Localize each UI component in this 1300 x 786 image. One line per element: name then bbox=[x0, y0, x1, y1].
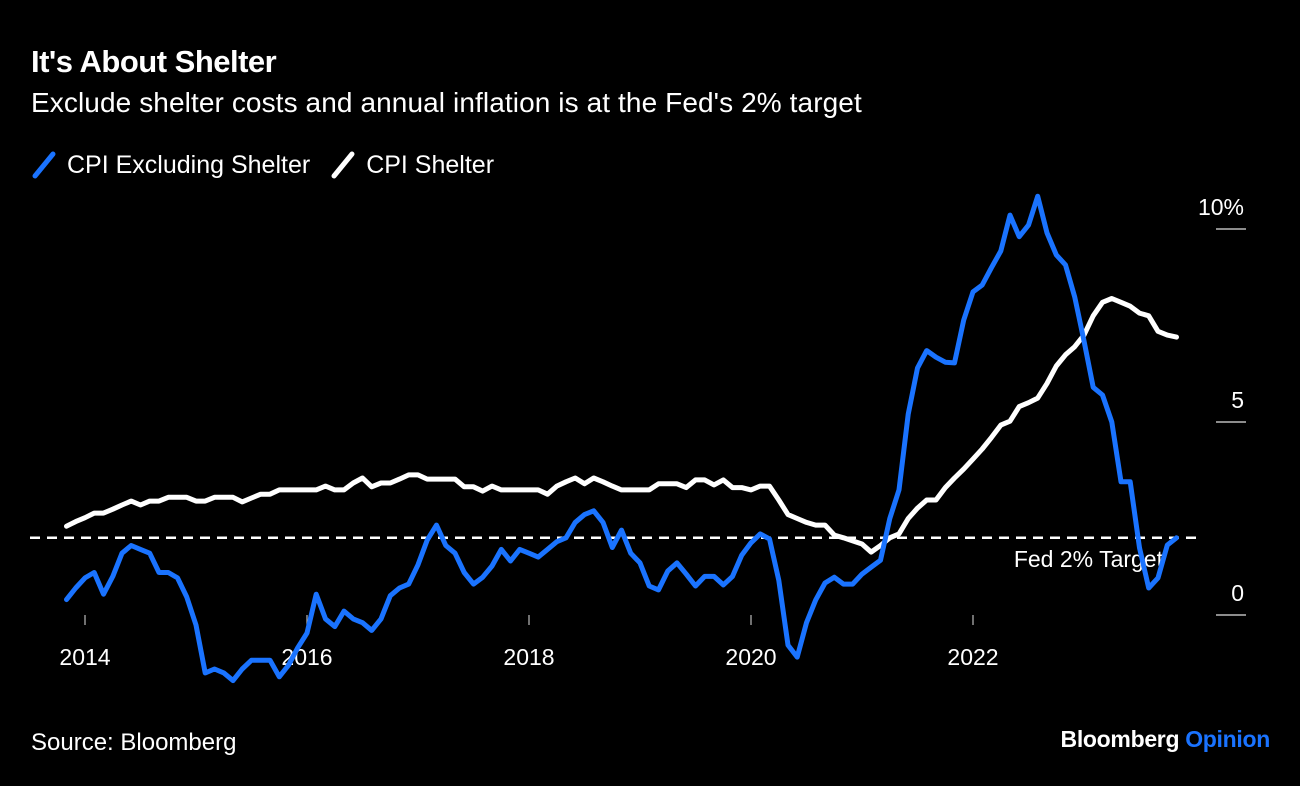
x-tick-label: 2014 bbox=[59, 644, 110, 670]
y-tick-label: 10% bbox=[1198, 194, 1244, 220]
chart-subtitle: Exclude shelter costs and annual inflati… bbox=[31, 87, 862, 118]
x-tick-label: 2020 bbox=[725, 644, 776, 670]
brand-accent: Opinion bbox=[1185, 726, 1270, 752]
legend-item-cpi-ex-shelter: CPI Excluding Shelter bbox=[31, 150, 310, 180]
series-line-cpi-shelter bbox=[64, 296, 1179, 555]
y-tick-label: 0 bbox=[1231, 580, 1244, 606]
chart-title: It's About Shelter bbox=[31, 44, 277, 79]
x-tick-label: 2022 bbox=[947, 644, 998, 670]
brand-logo: Bloomberg Opinion bbox=[1060, 726, 1271, 753]
source-note: Source: Bloomberg bbox=[31, 729, 237, 756]
legend-swatch-blue-icon bbox=[32, 151, 56, 179]
series-line-cpi-ex-shelter bbox=[64, 193, 1179, 684]
y-tick-label: 5 bbox=[1231, 387, 1244, 413]
legend-item-cpi-shelter: CPI Shelter bbox=[330, 150, 494, 180]
x-tick-label: 2018 bbox=[503, 644, 554, 670]
legend-label: CPI Excluding Shelter bbox=[67, 150, 311, 179]
legend-swatch-white-icon bbox=[331, 151, 355, 179]
legend: CPI Excluding Shelter CPI Shelter bbox=[31, 150, 514, 180]
legend-label: CPI Shelter bbox=[366, 150, 495, 179]
brand-name: Bloomberg bbox=[1060, 726, 1180, 752]
